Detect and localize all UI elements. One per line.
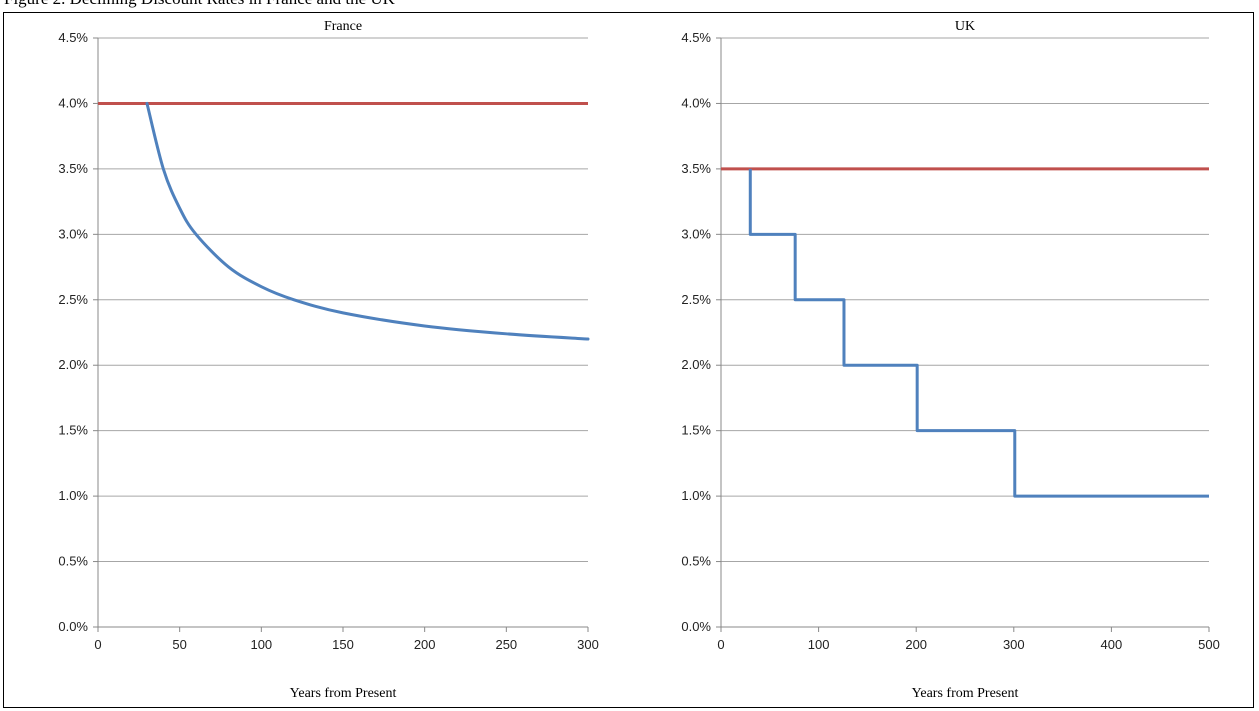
figure-caption: Figure 2. Declining Discount Rates in Fr…: [4, 0, 395, 9]
x-tick-label: 250: [495, 637, 517, 652]
y-tick-label: 2.5%: [58, 292, 88, 307]
x-tick-label: 300: [1003, 637, 1025, 652]
x-tick-label: 50: [172, 637, 186, 652]
uk-chart: 0.0% 0.5% 1.0% 1.5% 2.0% 2.5% 3.0% 3.5% 4.0% 4.5%…: [681, 19, 1219, 701]
y-tick-label: 4.5%: [58, 30, 88, 45]
y-tick-label: 0.5%: [681, 554, 711, 569]
x-tick-label: 300: [577, 637, 599, 652]
y-tick-label: 4.0%: [58, 95, 88, 110]
figure-border: [3, 12, 1254, 708]
y-tick-label: 3.5%: [681, 161, 711, 176]
y-tick-label: 0.0%: [58, 619, 88, 634]
x-tick-label: 200: [905, 637, 927, 652]
y-tick-label: 1.5%: [58, 423, 88, 438]
x-axis-title: Years from Present: [290, 686, 397, 701]
y-tick-label: 2.0%: [58, 357, 88, 372]
x-tick-label: 150: [332, 637, 354, 652]
y-tick-label: 0.5%: [58, 554, 88, 569]
series-line-1: [145, 101, 590, 341]
x-tick-label: 0: [717, 637, 724, 652]
series-line-1: [748, 168, 1209, 498]
y-tick-label: 2.0%: [681, 357, 711, 372]
x-tick-label: 0: [94, 637, 101, 652]
x-tick-label: 100: [250, 637, 272, 652]
x-axis-title: Years from Present: [912, 686, 1019, 701]
chart-title: UK: [955, 19, 975, 34]
y-tick-label: 1.0%: [58, 488, 88, 503]
y-tick-label: 0.0%: [681, 619, 711, 634]
france-chart: 0.0% 0.5% 1.0% 1.5% 2.0% 2.5% 3.0% 3.5% 4.0% 4.5%…: [58, 19, 598, 701]
y-tick-label: 1.5%: [681, 423, 711, 438]
x-tick-label: 100: [808, 637, 830, 652]
y-tick-label: 3.0%: [58, 226, 88, 241]
x-tick-label: 400: [1101, 637, 1123, 652]
y-tick-label: 3.0%: [681, 226, 711, 241]
x-tick-label: 500: [1198, 637, 1220, 652]
chart-title: France: [324, 19, 362, 34]
y-tick-label: 4.5%: [681, 30, 711, 45]
figure-caption-clip: Figure 2. Declining Discount Rates in Fr…: [0, 0, 1259, 10]
x-tick-label: 200: [414, 637, 436, 652]
y-tick-label: 2.5%: [681, 292, 711, 307]
y-tick-label: 1.0%: [681, 488, 711, 503]
y-tick-label: 3.5%: [58, 161, 88, 176]
y-tick-label: 4.0%: [681, 95, 711, 110]
